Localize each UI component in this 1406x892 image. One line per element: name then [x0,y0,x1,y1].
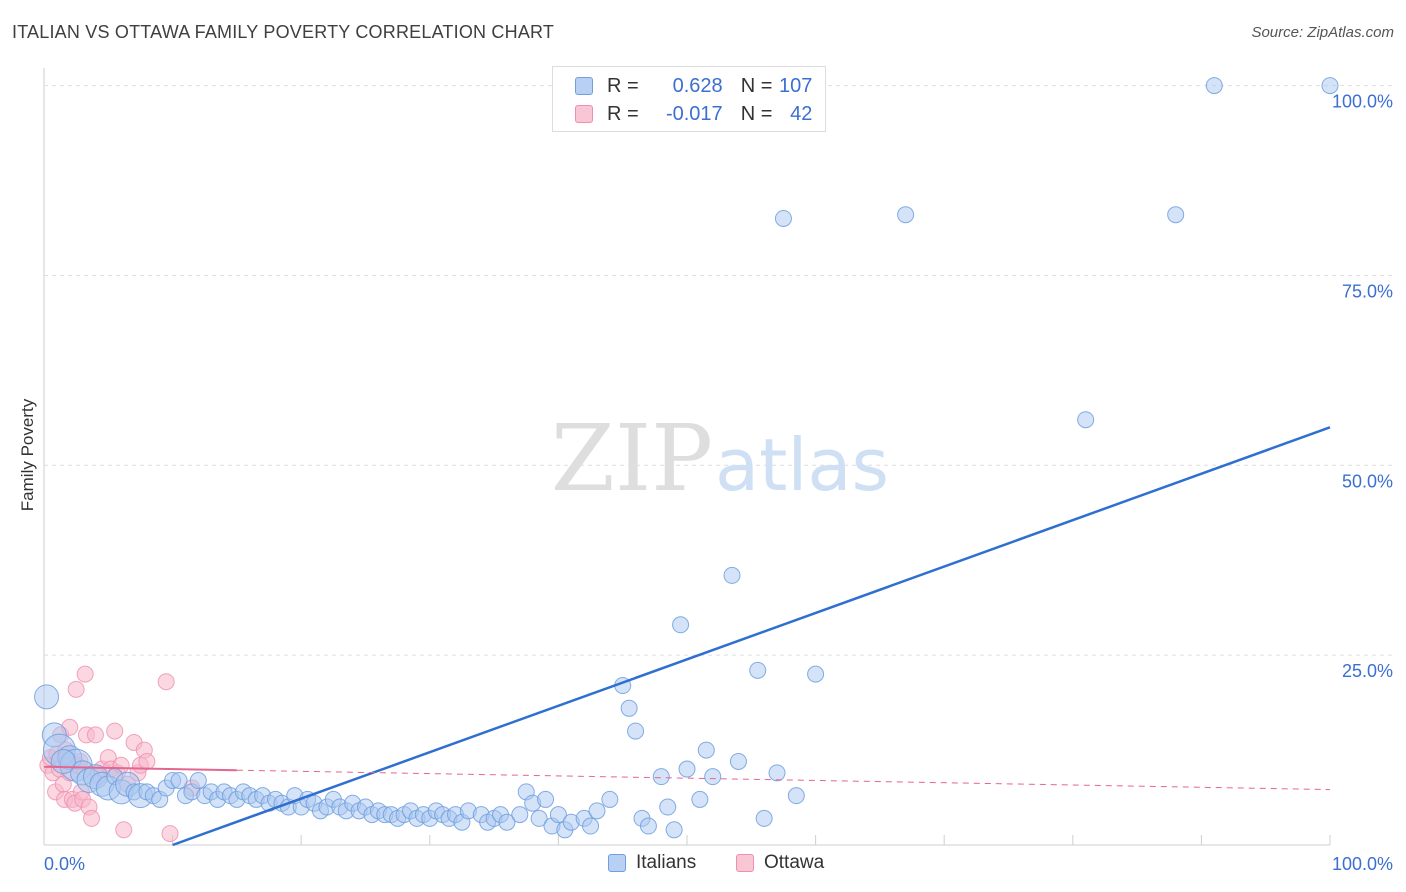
legend-n-value-ottawa: 42 [790,102,813,125]
italians-point [537,790,555,808]
italians-point [704,768,722,786]
legend-n-label: N = [740,102,773,125]
italians-point [697,741,715,759]
italians-point [601,790,619,808]
ottawa-point [115,821,133,839]
bottom-legend-label-italians: Italians [636,852,697,873]
legend-n-label: N = [740,74,773,97]
legend-r-label: R = [607,74,639,97]
ottawa-point [106,722,124,740]
bottom-swatch-italians [608,854,626,872]
italians-point [639,817,657,835]
italians-point [729,752,747,770]
y-tick-label: 25.0% [1342,661,1393,681]
italians-trend-line [172,426,1331,847]
y-tick-label: 100.0% [1332,92,1393,112]
x-tick-label-max: 100.0% [1332,854,1393,874]
italians-point [530,809,548,827]
axis-ticks [172,835,1331,845]
italians-point [50,748,76,774]
watermark-atlas: atlas [715,423,889,507]
italians-point [588,802,606,820]
legend-r-label: R = [607,102,639,125]
italians-point [774,209,792,227]
ottawa-point [86,726,104,744]
watermark-zip: ZIP [551,405,713,512]
ottawa-point [67,680,85,698]
ottawa-point [157,673,175,691]
italians-point [498,813,516,831]
ottawa-point [161,825,179,843]
italians-point [582,817,600,835]
italians-point [749,661,767,679]
italians-point [897,206,915,224]
legend-row-italians: R = 0.628 N = 107 [575,73,812,99]
bottom-legend-label-ottawa: Ottawa [764,852,825,873]
italians-point [34,684,60,710]
watermark: ZIP atlas [551,405,889,512]
italians-point [807,665,825,683]
italians-point [672,616,690,634]
italians-point [1205,77,1223,95]
legend-swatch-ottawa [575,105,593,123]
italians-point [1077,411,1095,429]
italians-point [723,566,741,584]
ottawa-point [138,752,156,770]
italians-point [620,699,638,717]
italians-point [627,722,645,740]
italians-point [755,809,773,827]
trend-lines [43,426,1331,847]
italians-point [1167,206,1185,224]
source-label: Source: ZipAtlas.com [1251,24,1394,41]
italians-point [189,771,207,789]
bottom-legend-ottawa: Ottawa [736,852,824,874]
legend-r-value-italians: 0.628 [672,74,723,97]
axis-labels: 25.0% 50.0% 75.0% 100.0% 0.0% 100.0% [44,92,1393,874]
correlation-legend: R = 0.628 N = 107 R = -0.017 N = 42 [552,66,826,132]
italians-point [549,806,567,824]
italians-point [768,764,786,782]
bottom-legend-italians: Italians [608,852,696,874]
italians-point [678,760,696,778]
italians-point [1321,77,1339,95]
x-tick-label-min: 0.0% [44,854,85,874]
legend-swatch-italians [575,77,593,95]
italians-point [511,806,529,824]
y-tick-label: 75.0% [1342,281,1393,301]
legend-r-value-ottawa: -0.017 [665,102,723,125]
y-tick-label: 50.0% [1342,471,1393,491]
bottom-swatch-ottawa [736,854,754,872]
ottawa-point [83,809,101,827]
italians-point [652,768,670,786]
ottawa-point [76,665,94,683]
chart-title: ITALIAN VS OTTAWA FAMILY POVERTY CORRELA… [12,22,555,42]
italians-point [170,771,188,789]
legend-n-value-italians: 107 [779,74,813,97]
italians-point [787,787,805,805]
legend-row-ottawa: R = -0.017 N = 42 [575,101,812,127]
italians-point [691,790,709,808]
ottawa-trend-line-solid [43,765,237,772]
italians-point [659,798,677,816]
italians-point [665,821,683,839]
